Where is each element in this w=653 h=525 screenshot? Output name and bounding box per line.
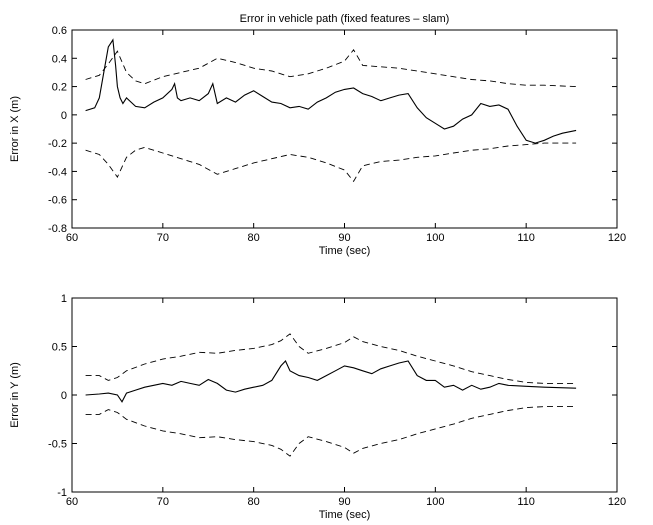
x-axis-label: Time (sec)	[319, 509, 371, 521]
plot-frame	[71, 297, 618, 493]
y-tick-label: -0.8	[48, 223, 67, 235]
x-tick-label: 80	[248, 232, 260, 244]
x-tick-label: 70	[157, 496, 169, 508]
y-tick-label: -1	[57, 487, 67, 499]
x-tick-label: 80	[248, 496, 260, 508]
y-tick-label: 0.4	[52, 53, 67, 65]
x-tick-label: 100	[426, 232, 444, 244]
x-tick-label: 110	[517, 496, 535, 508]
series-line-bound	[85, 406, 577, 457]
chart-error-x: 60 70 80 90 100 110 120 -0.8 -0.6 -0.4 -0.2 0 0.2 0.4…	[9, 13, 626, 257]
x-tick-label: 110	[517, 232, 535, 244]
chart-error-y: 60 70 80 90 100 110 120 -1 -0.5 0 0.5 1 Time (sec) Er…	[9, 293, 626, 521]
x-tick-label: 90	[338, 232, 350, 244]
x-tick-label: 60	[66, 232, 78, 244]
x-tick-label: 120	[608, 496, 626, 508]
y-tick-label: -0.6	[48, 195, 67, 207]
series-line-bound	[85, 142, 577, 183]
y-tick-label: 0	[61, 390, 67, 402]
y-tick-label: 0	[61, 110, 67, 122]
y-tick-label: -0.2	[48, 138, 67, 150]
series-line-bound	[85, 333, 577, 384]
x-axis-label: Time (sec)	[319, 245, 371, 257]
y-axis-label: Error in X (m)	[9, 96, 21, 162]
series-line-error	[85, 360, 577, 403]
series-line-error	[85, 38, 577, 144]
y-tick-label: -0.4	[48, 166, 67, 178]
y-tick-label: -0.5	[48, 439, 67, 451]
x-tick-label: 120	[608, 232, 626, 244]
x-tick-label: 60	[66, 496, 78, 508]
plot-frame	[71, 29, 618, 229]
y-tick-label: 0.2	[52, 82, 67, 94]
y-tick-label: 0.6	[52, 25, 67, 37]
x-tick-label: 100	[426, 496, 444, 508]
x-tick-label: 90	[338, 496, 350, 508]
y-tick-label: 0.5	[52, 342, 67, 354]
series-line-bound	[85, 49, 577, 88]
chart-title: Error in vehicle path (fixed features – …	[240, 13, 450, 25]
y-tick-label: 1	[61, 293, 67, 305]
y-axis-label: Error in Y (m)	[9, 362, 21, 428]
x-tick-label: 70	[157, 232, 169, 244]
